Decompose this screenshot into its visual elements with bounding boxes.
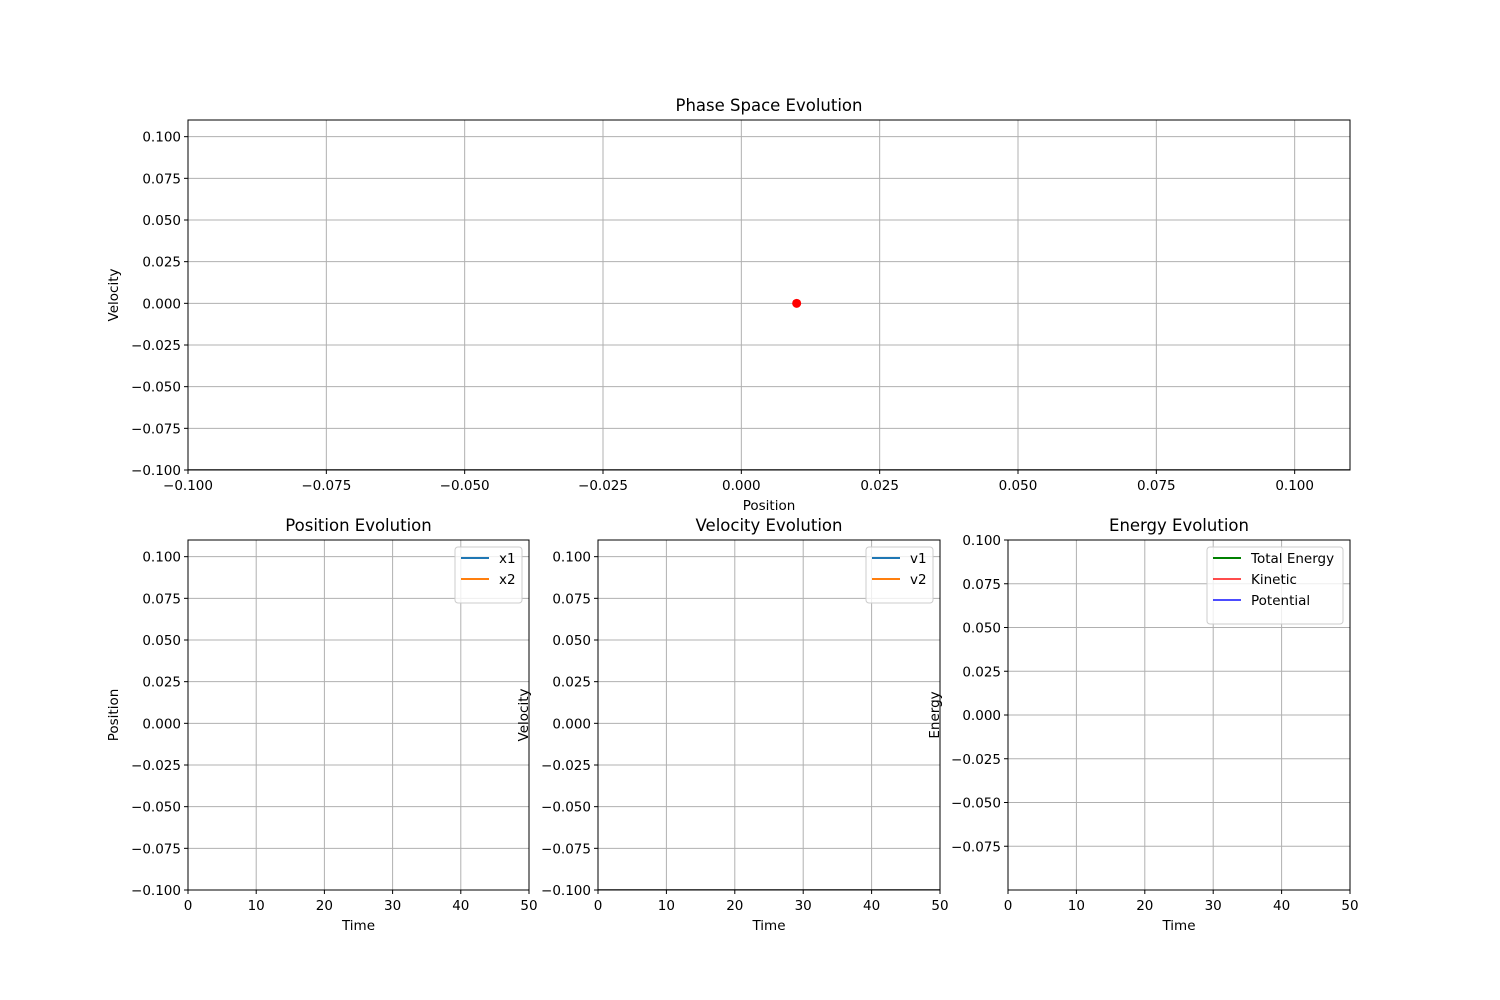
- x-tick-label: 0: [594, 898, 603, 914]
- y-tick-label: −0.100: [131, 883, 181, 899]
- y-tick-label: −0.075: [951, 839, 1001, 855]
- y-tick-label: 0.075: [962, 577, 1001, 593]
- axes-frame: [597, 539, 941, 891]
- x-tick-label: 30: [384, 898, 401, 914]
- y-tick-label: 0.025: [142, 255, 181, 271]
- y-tick-label: 0.025: [142, 675, 181, 691]
- y-tick-label: 0.000: [142, 716, 181, 732]
- legend-label: Total Energy: [1250, 551, 1334, 567]
- y-tick-label: −0.075: [131, 421, 181, 437]
- legend-label: x1: [499, 551, 516, 567]
- x-tick-label: 20: [1136, 898, 1153, 914]
- x-tick-label: 0.050: [999, 478, 1038, 494]
- y-tick-label: −0.100: [131, 463, 181, 479]
- legend-frame: [1206, 546, 1344, 625]
- y-tick-label: −0.075: [131, 841, 181, 857]
- y-tick-label: 0.075: [552, 591, 591, 607]
- y-tick-label: −0.025: [131, 758, 181, 774]
- x-tick-label: 50: [520, 898, 537, 914]
- legend-frame: [865, 546, 934, 604]
- y-tick-label: −0.050: [951, 796, 1001, 812]
- y-tick-label: −0.025: [131, 338, 181, 354]
- y-tick-label: −0.075: [541, 841, 591, 857]
- x-axis-label: Position: [743, 498, 796, 514]
- axes-frame: [187, 119, 1351, 471]
- x-tick-label: 20: [316, 898, 333, 914]
- x-tick-label: 50: [931, 898, 948, 914]
- x-tick-label: 0.000: [722, 478, 761, 494]
- y-tick-label: 0.050: [552, 633, 591, 649]
- x-tick-label: 40: [863, 898, 880, 914]
- x-tick-label: 0: [1004, 898, 1013, 914]
- x-axis-label: Time: [751, 918, 785, 934]
- y-tick-label: 0.000: [962, 708, 1001, 724]
- y-tick-label: 0.075: [142, 171, 181, 187]
- y-tick-label: 0.025: [552, 675, 591, 691]
- phase-chart: −0.100 −0.075 −0.050 −0.025 0.000 0.025 0.050 0…: [106, 96, 1351, 514]
- y-tick-label: 0.100: [962, 533, 1001, 549]
- y-axis-label: Velocity: [106, 269, 122, 322]
- y-tick-label: −0.025: [541, 758, 591, 774]
- y-tick-label: −0.050: [131, 800, 181, 816]
- x-tick-label: 0: [184, 898, 193, 914]
- chart-title: Energy Evolution: [1109, 516, 1249, 535]
- x-tick-label: 10: [248, 898, 265, 914]
- x-tick-label: −0.050: [440, 478, 490, 494]
- y-tick-label: 0.025: [962, 664, 1001, 680]
- data-point: [792, 298, 802, 308]
- x-axis-label: Time: [1161, 918, 1195, 934]
- legend: Total Energy Kinetic Potential: [1206, 546, 1344, 625]
- y-tick-label: −0.050: [131, 380, 181, 396]
- x-tick-label: 30: [1205, 898, 1222, 914]
- x-tick-label: 0.075: [1137, 478, 1176, 494]
- y-tick-label: −0.050: [541, 800, 591, 816]
- y-tick-label: 0.100: [552, 550, 591, 566]
- y-tick-label: −0.025: [951, 752, 1001, 768]
- x-tick-label: −0.100: [163, 478, 213, 494]
- y-tick-label: 0.100: [142, 550, 181, 566]
- x-tick-label: 0.100: [1275, 478, 1314, 494]
- position-chart: 0 10 20 30 40 50 −0.100 −0.075 −0.050 −0.025 0.000…: [106, 516, 538, 934]
- axes-frame: [187, 539, 530, 891]
- legend-label: x2: [499, 572, 516, 588]
- x-axis-label: Time: [341, 918, 375, 934]
- velocity-chart: 0 10 20 30 40 50−0.100−0.075−0.050−0.0250.000…: [516, 516, 949, 934]
- series-group: [188, 298, 1350, 470]
- x-tick-label: 10: [658, 898, 675, 914]
- y-tick-label: 0.050: [962, 621, 1001, 637]
- x-tick-label: 20: [726, 898, 743, 914]
- energy-chart: 0 10 20 30 40 50 −0.075 −0.050 −0.025 0.000 0.025 0…: [927, 516, 1359, 934]
- y-tick-label: −0.100: [541, 883, 591, 899]
- y-tick-label: 0.100: [142, 130, 181, 146]
- chart-title: Position Evolution: [285, 516, 431, 535]
- x-tick-label: −0.025: [578, 478, 628, 494]
- chart-title: Phase Space Evolution: [676, 96, 863, 115]
- x-tick-label: 30: [795, 898, 812, 914]
- y-axis-label: Position: [106, 689, 122, 742]
- y-tick-label: 0.050: [142, 213, 181, 229]
- x-tick-label: 50: [1341, 898, 1358, 914]
- y-axis-label: Velocity: [516, 689, 532, 742]
- x-tick-label: 10: [1068, 898, 1085, 914]
- legend-frame: [454, 546, 523, 604]
- legend-label: Potential: [1251, 593, 1310, 609]
- y-tick-label: 0.000: [142, 296, 181, 312]
- x-tick-label: −0.075: [301, 478, 351, 494]
- y-tick-label: 0.000: [552, 716, 591, 732]
- x-tick-label: 40: [452, 898, 469, 914]
- legend-label: Kinetic: [1251, 572, 1297, 588]
- legend-label: v2: [910, 572, 927, 588]
- y-tick-label: 0.050: [142, 633, 181, 649]
- legend-label: v1: [910, 551, 927, 567]
- x-tick-label: 40: [1273, 898, 1290, 914]
- y-axis-label: Energy: [927, 691, 943, 738]
- x-tick-label: 0.025: [860, 478, 899, 494]
- chart-title: Velocity Evolution: [696, 516, 843, 535]
- y-tick-label: 0.075: [142, 591, 181, 607]
